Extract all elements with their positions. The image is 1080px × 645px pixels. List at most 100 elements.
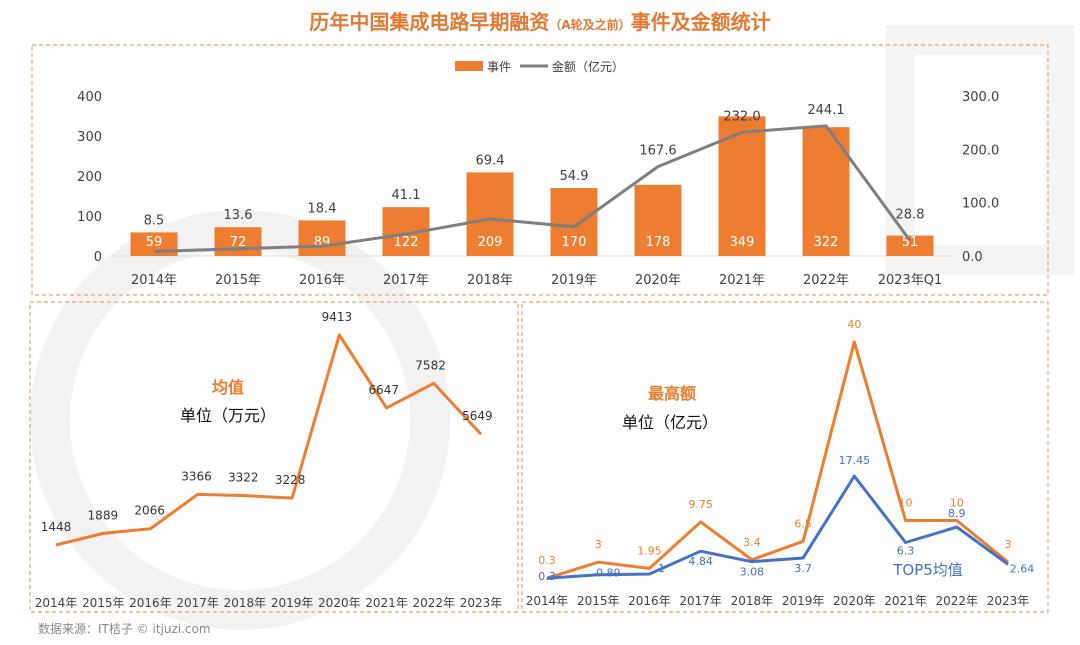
x-tick-label: 2023年Q1 (878, 273, 943, 288)
x-tick-label-avg: 2017年 (176, 596, 219, 610)
bar-events (298, 220, 346, 256)
point-label-average: 3228 (275, 473, 306, 487)
figure-title-small: （A轮及之前） (549, 18, 631, 32)
legend-label-events: 事件 (487, 60, 511, 74)
point-label-top5: 6.3 (897, 545, 915, 558)
bar-events (634, 184, 682, 256)
point-label-average: 1448 (41, 520, 72, 534)
point-label-top5: 1 (658, 562, 665, 575)
bar-events (550, 188, 598, 256)
bar-events (886, 235, 934, 256)
x-tick-label-max: 2021年 (884, 594, 927, 608)
x-tick-label: 2018年 (467, 273, 513, 288)
point-label-top5: 2.64 (1010, 562, 1035, 575)
x-tick-label: 2015年 (215, 273, 261, 288)
x-tick-label: 2022年 (803, 273, 849, 288)
point-label-amount: 232.0 (723, 109, 760, 124)
x-tick-label-max: 2016年 (628, 594, 671, 608)
point-label-max: 10 (950, 496, 964, 509)
point-label-amount: 28.8 (896, 208, 925, 223)
panel-border-max (521, 301, 1049, 613)
bar-label-events: 72 (230, 235, 247, 250)
bar-label-events: 170 (562, 235, 587, 250)
line-max (546, 340, 1009, 580)
line-top5 (546, 474, 1009, 580)
bar-label-events: 349 (730, 235, 755, 250)
point-label-max: 0.3 (538, 554, 556, 567)
point-label-max: 3.4 (743, 536, 761, 549)
point-label-max: 9.75 (688, 498, 713, 511)
bar-label-events: 51 (902, 235, 919, 250)
top5-series-label: TOP5均值 (892, 561, 963, 579)
x-tick-label-max: 2023年 (987, 594, 1030, 608)
point-label-amount: 69.4 (476, 153, 505, 168)
x-tick-label-avg: 2014年 (35, 596, 78, 610)
figure-title-main-b: 事件及金额统计 (630, 10, 771, 34)
x-tick-label-avg: 2021年 (365, 596, 408, 610)
bar-events (214, 227, 262, 256)
point-label-average: 9413 (322, 310, 353, 324)
y-tick-left: 0 (94, 250, 102, 265)
point-label-amount: 167.6 (639, 144, 676, 159)
point-label-top5: 3.08 (740, 566, 765, 579)
point-label-top5: 0.3 (538, 570, 556, 583)
point-label-amount: 8.5 (144, 213, 165, 228)
y-tick-right: 100.0 (962, 197, 999, 212)
point-label-max: 3 (595, 538, 602, 551)
y-tick-right: 300.0 (962, 90, 999, 105)
x-tick-label-avg: 2023年 (460, 596, 503, 610)
x-tick-label-max: 2015年 (577, 594, 620, 608)
point-label-average: 7582 (415, 358, 446, 372)
x-tick-label-max: 2018年 (731, 594, 774, 608)
y-tick-right: 200.0 (962, 143, 999, 158)
line-average (55, 333, 483, 547)
bar-label-events: 178 (646, 235, 671, 250)
line-amount (153, 124, 912, 253)
point-label-amount: 244.1 (807, 103, 844, 118)
figure-title: 历年中国集成电路早期融资（A轮及之前）事件及金额统计 (0, 6, 1080, 35)
point-label-max: 3 (1005, 538, 1012, 551)
point-label-average: 1889 (88, 508, 119, 522)
point-label-max: 10 (899, 496, 913, 509)
max-chart-title: 最高额 (648, 384, 696, 403)
point-label-max: 1.95 (637, 544, 662, 557)
x-tick-label: 2017年 (383, 273, 429, 288)
y-tick-right: 0.0 (962, 250, 983, 265)
point-label-max: 6.5 (794, 517, 812, 530)
point-label-amount: 41.1 (392, 188, 421, 203)
point-label-top5: 4.84 (688, 555, 713, 568)
x-tick-label-max: 2017年 (679, 594, 722, 608)
x-tick-label-avg: 2016年 (129, 596, 172, 610)
avg-chart-subtitle: 单位（万元） (180, 406, 276, 425)
point-label-amount: 54.9 (560, 169, 589, 184)
x-tick-label: 2019年 (551, 273, 597, 288)
data-source-footer: 数据来源：IT桔子 © itjuzi.com (38, 622, 211, 636)
point-label-average: 5649 (462, 409, 493, 423)
point-label-average: 2066 (134, 504, 165, 518)
bar-label-events: 59 (146, 235, 163, 250)
point-label-amount: 18.4 (308, 201, 337, 216)
panel-border-avg (29, 301, 519, 613)
point-label-amount: 13.6 (224, 208, 253, 223)
x-tick-label-max: 2020年 (833, 594, 876, 608)
point-label-top5: 17.45 (839, 454, 871, 467)
point-label-top5: 3.7 (794, 562, 812, 575)
point-label-average: 3322 (228, 471, 259, 485)
x-tick-label-avg: 2018年 (224, 596, 267, 610)
y-tick-left: 400 (77, 90, 102, 105)
x-tick-label: 2014年 (131, 273, 177, 288)
x-tick-label-avg: 2020年 (318, 596, 361, 610)
figure-title-main-a: 历年中国集成电路早期融资 (309, 10, 550, 34)
y-tick-left: 100 (77, 210, 102, 225)
legend-label-amount: 金额（亿元） (552, 59, 624, 74)
point-label-max: 40 (847, 318, 861, 331)
panel-border-top (31, 44, 1049, 296)
bar-label-events: 322 (814, 235, 839, 250)
y-tick-left: 300 (77, 130, 102, 145)
avg-chart-title: 均值 (212, 378, 244, 397)
x-tick-label: 2020年 (635, 273, 681, 288)
bar-label-events: 122 (394, 235, 419, 250)
x-tick-label: 2021年 (719, 273, 765, 288)
